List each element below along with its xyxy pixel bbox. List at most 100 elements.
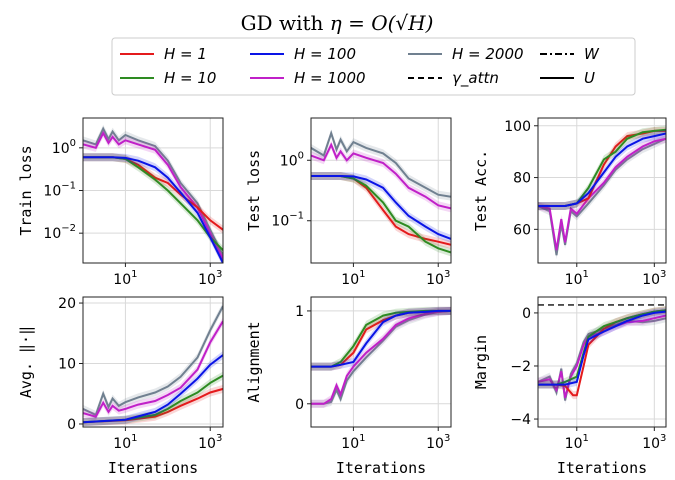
tick-label: 101: [341, 433, 365, 452]
legend-label: γ_attn: [452, 69, 499, 88]
legend-entry: γ_attn: [408, 69, 499, 88]
legend-label: H = 100: [294, 45, 356, 63]
series-band: [538, 129, 666, 211]
series-band: [538, 125, 666, 211]
tick-label: 0: [522, 306, 531, 322]
legend-label: H = 1: [164, 45, 207, 63]
tick-label: −2: [510, 359, 531, 375]
tick-label: 101: [113, 269, 137, 288]
grid: [83, 297, 223, 427]
legend-label: H = 10: [164, 69, 216, 87]
series-line: [311, 309, 451, 405]
series-line: [538, 137, 666, 251]
series-line: [538, 309, 666, 386]
tick-label: 101: [341, 269, 365, 288]
tick-label: 103: [642, 269, 666, 288]
series-band: [311, 171, 451, 257]
y-axis-label: Alignment: [245, 321, 263, 402]
chart-panel: 101 103 60 80 100 Test Acc.: [472, 117, 667, 288]
legend-entry: U: [540, 69, 595, 87]
series-band: [538, 134, 666, 260]
series-line: [83, 156, 223, 251]
series-band: [83, 124, 223, 260]
y-axis-label: Train loss: [17, 145, 35, 235]
grid: [83, 118, 223, 263]
series-line: [538, 310, 666, 386]
series-line: [83, 320, 223, 418]
series-group: [311, 129, 451, 257]
tick-label: 100: [504, 119, 531, 135]
tick-label: 103: [198, 269, 222, 288]
tick-label: 100: [280, 150, 304, 169]
series-group: [538, 125, 666, 260]
chart-panel: 101 103 100 10−1 10−2 Train loss: [17, 117, 224, 288]
legend-frame: [111, 37, 636, 96]
y-axis-label: Test loss: [245, 150, 263, 231]
legend-label: H = 1000: [294, 69, 366, 87]
legend-label: W: [584, 45, 600, 63]
figure-title: GD with η = O(√H): [241, 11, 434, 35]
series-line: [311, 175, 451, 240]
axes-frame: [310, 296, 452, 428]
tick-label: 10−1: [271, 211, 304, 230]
series-band: [83, 153, 223, 263]
axes-frame: [537, 296, 667, 428]
tick-label: 60: [513, 222, 531, 238]
tick-label: 10: [58, 357, 76, 373]
tick-label: 101: [565, 269, 589, 288]
chart-panel: 101 103 0 1 Alignment Iterations: [245, 296, 452, 477]
axes-frame: [82, 296, 224, 428]
series-band: [538, 306, 666, 389]
y-axis-label: Margin: [472, 335, 490, 389]
series-line: [83, 354, 223, 424]
tick-label: 20: [58, 296, 76, 312]
legend-label: H = 2000: [452, 45, 524, 63]
tick-label: 10−1: [43, 181, 76, 200]
series-line: [311, 129, 451, 198]
tick-label: 80: [513, 171, 531, 187]
tick-label: 103: [198, 433, 222, 452]
y-axis-label: Test Acc.: [472, 150, 490, 231]
series-line: [83, 126, 223, 256]
series-group: [83, 302, 223, 427]
legend: H = 1 H = 10 H = 100 H = 1000 H = 2000 γ_attn…: [111, 37, 636, 96]
legend-entry: H = 2000: [408, 45, 524, 63]
series-line: [83, 305, 223, 417]
series-group: [83, 124, 223, 263]
legend-label: U: [584, 69, 595, 87]
legend-entry: H = 1: [120, 45, 207, 63]
series-line: [83, 156, 223, 263]
series-line: [311, 309, 451, 368]
series-band: [83, 129, 223, 263]
axes-frame: [537, 117, 667, 264]
tick-label: 1: [295, 304, 304, 320]
series-line: [311, 142, 451, 210]
legend-entry: W: [540, 45, 600, 63]
tick-label: 100: [52, 138, 76, 157]
series-band: [83, 351, 223, 427]
series-group: [538, 304, 666, 405]
chart-panel: 101 103 0 10 20 Avg. ‖·‖ Iterations: [17, 296, 224, 477]
legend-entry: H = 10: [120, 69, 216, 87]
series-line: [311, 309, 451, 405]
series-band: [83, 317, 223, 421]
x-axis-label: Iterations: [557, 459, 647, 477]
series-band: [311, 306, 451, 371]
series-band: [538, 307, 666, 389]
series-band: [538, 306, 666, 400]
series-band: [538, 134, 666, 255]
tick-label: 103: [642, 433, 666, 452]
tick-label: 101: [113, 433, 137, 452]
tick-label: 103: [426, 433, 450, 452]
tick-label: 101: [565, 433, 589, 452]
tick-label: 0: [295, 397, 304, 413]
y-axis-label: Avg. ‖·‖: [17, 326, 35, 398]
tick-label: 103: [426, 269, 450, 288]
series-line: [538, 137, 666, 256]
axes-frame: [310, 117, 452, 264]
series-band: [311, 171, 451, 249]
x-axis-label: Iterations: [108, 459, 198, 477]
chart-panel: 101 103 −4 −2 0 Margin Iterations: [472, 296, 667, 477]
tick-label: −4: [510, 412, 531, 428]
